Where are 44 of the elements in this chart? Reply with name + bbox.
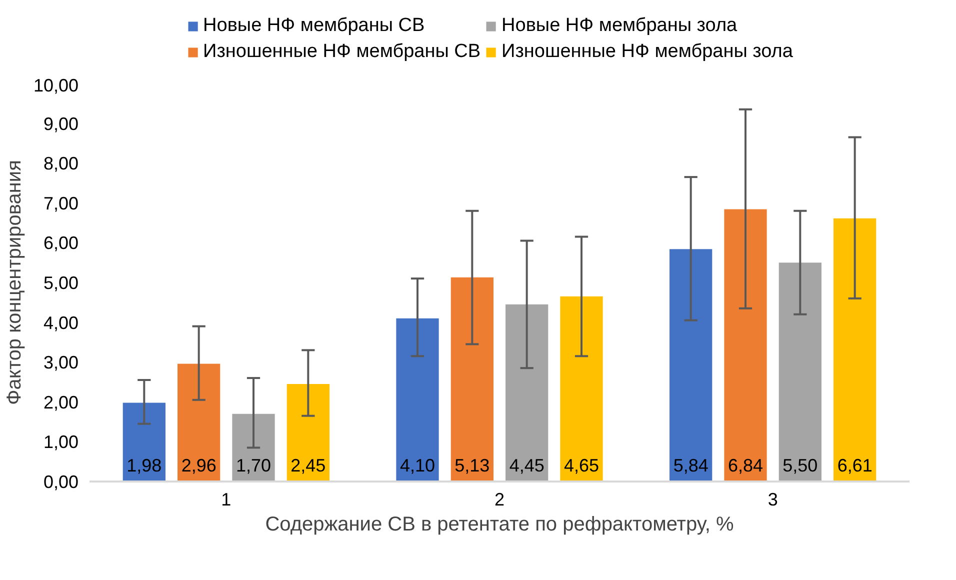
x-axis-title: Содержание СВ в ретентате по рефрактометру, % [265,514,734,536]
bar [450,277,494,482]
y-tick-label: 7,00 [43,193,79,214]
y-axis-title: Фактор концентрирования [3,160,26,405]
x-tick-label: 2 [494,490,505,510]
data-label: 5,84 [673,456,708,476]
y-tick-label: 3,00 [43,352,79,373]
bar [834,218,876,482]
data-label: 4,65 [564,456,600,476]
bar [724,209,767,482]
y-tick-label: 0,00 [43,472,79,492]
bar [286,384,330,482]
bar [560,296,603,482]
bar [506,304,548,482]
data-label: 4,45 [509,456,544,476]
legend-label: Изношенные НФ мембраны СВ [203,41,481,63]
y-tick-label: 1,00 [43,432,79,452]
data-label: 4,10 [400,456,436,476]
data-label: 6,84 [728,456,764,476]
bar [178,364,220,482]
x-tick-label: 1 [221,490,232,510]
y-tick-label: 6,00 [43,233,79,254]
y-tick-label: 10,00 [33,76,79,96]
legend-label: Новые НФ мембраны зола [502,15,738,37]
bar [670,249,712,482]
data-label: 1,98 [126,456,162,476]
y-tick-label: 4,00 [43,312,79,333]
y-tick-label: 2,00 [43,392,79,412]
y-tick-label: 9,00 [43,114,79,134]
bar [232,414,275,482]
data-label: 2,96 [181,456,216,476]
bar [778,262,822,482]
bar [396,318,439,482]
data-label: 1,70 [236,456,272,476]
legend-label: Новые НФ мембраны СВ [203,15,425,37]
data-label: 2,45 [290,456,326,476]
data-label: 5,13 [454,456,490,476]
legend-label: Изношенные НФ мембраны зола [502,41,793,63]
data-label: 5,50 [782,456,818,476]
data-label: 6,61 [837,456,872,476]
y-tick-label: 8,00 [43,154,79,174]
x-tick-label: 3 [768,490,778,510]
bar [122,402,166,482]
y-tick-label: 5,00 [43,273,79,293]
